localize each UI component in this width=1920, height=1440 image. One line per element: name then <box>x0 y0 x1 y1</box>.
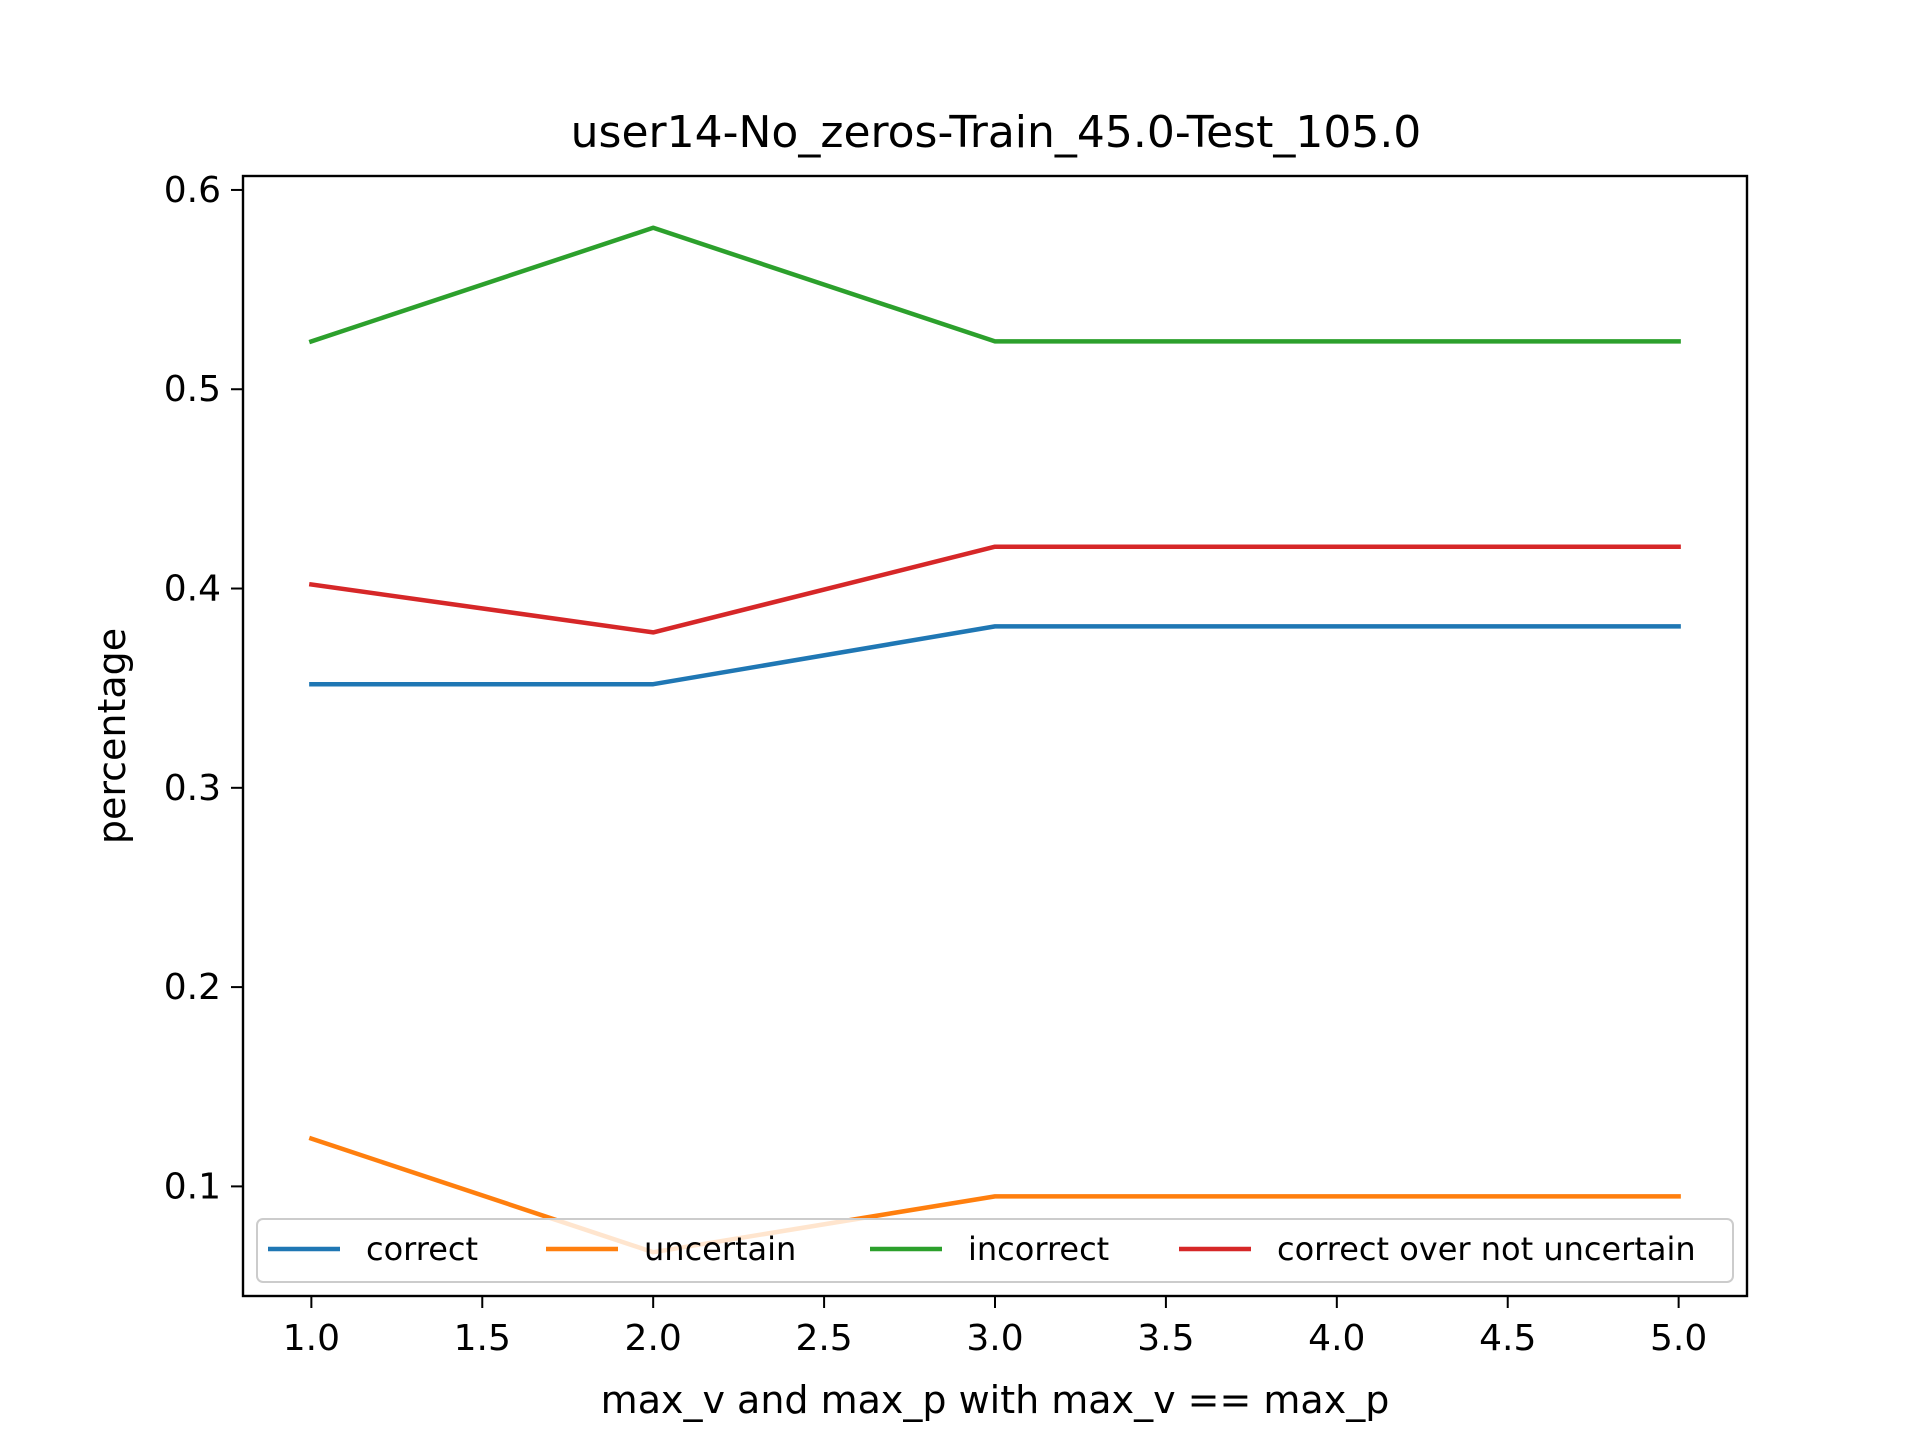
x-tick-label: 4.5 <box>1479 1318 1536 1359</box>
x-tick-label: 2.5 <box>795 1318 852 1359</box>
series-line-2 <box>308 225 1681 345</box>
legend: correct uncertain incorrect correct over no… <box>256 1218 1734 1283</box>
legend-label-0: correct <box>366 1230 478 1268</box>
y-tick-label: 0.2 <box>164 967 221 1008</box>
x-tick-label: 3.5 <box>1137 1318 1194 1359</box>
y-tick-label: 0.5 <box>164 369 221 410</box>
x-axis-ticks: 1.0 1.5 2.0 2.5 3.0 3.5 4.0 4.5 5.0 <box>283 1296 1707 1359</box>
x-tick-label: 3.0 <box>966 1318 1023 1359</box>
legend-items: correct uncertain incorrect correct over no… <box>268 1230 1696 1268</box>
x-tick-label: 5.0 <box>1650 1318 1707 1359</box>
legend-label-3: correct over not uncertain <box>1277 1230 1696 1268</box>
x-tick-label: 1.5 <box>454 1318 511 1359</box>
y-axis-ticks: 0.1 0.2 0.3 0.4 0.5 0.6 <box>164 170 243 1207</box>
series-line-1 <box>308 1135 1681 1255</box>
series-line-0 <box>309 624 1681 687</box>
x-tick-label: 2.0 <box>625 1318 682 1359</box>
chart-title: user14-No_zeros-Train_45.0-Test_105.0 <box>571 107 1422 158</box>
y-tick-label: 0.3 <box>164 768 221 809</box>
series-line-3 <box>308 544 1681 635</box>
series-lines <box>308 225 1681 1255</box>
y-tick-label: 0.6 <box>164 170 221 211</box>
x-axis-label: max_v and max_p with max_v == max_p <box>601 1378 1390 1422</box>
legend-label-1: uncertain <box>644 1230 796 1268</box>
x-tick-label: 4.0 <box>1308 1318 1365 1359</box>
y-axis-label: percentage <box>90 628 134 844</box>
legend-box <box>256 1218 1734 1283</box>
plot-area-frame <box>241 174 1749 1298</box>
legend-label-2: incorrect <box>968 1230 1109 1268</box>
y-tick-label: 0.4 <box>164 569 221 610</box>
y-tick-label: 0.1 <box>164 1166 221 1207</box>
x-tick-label: 1.0 <box>283 1318 340 1359</box>
